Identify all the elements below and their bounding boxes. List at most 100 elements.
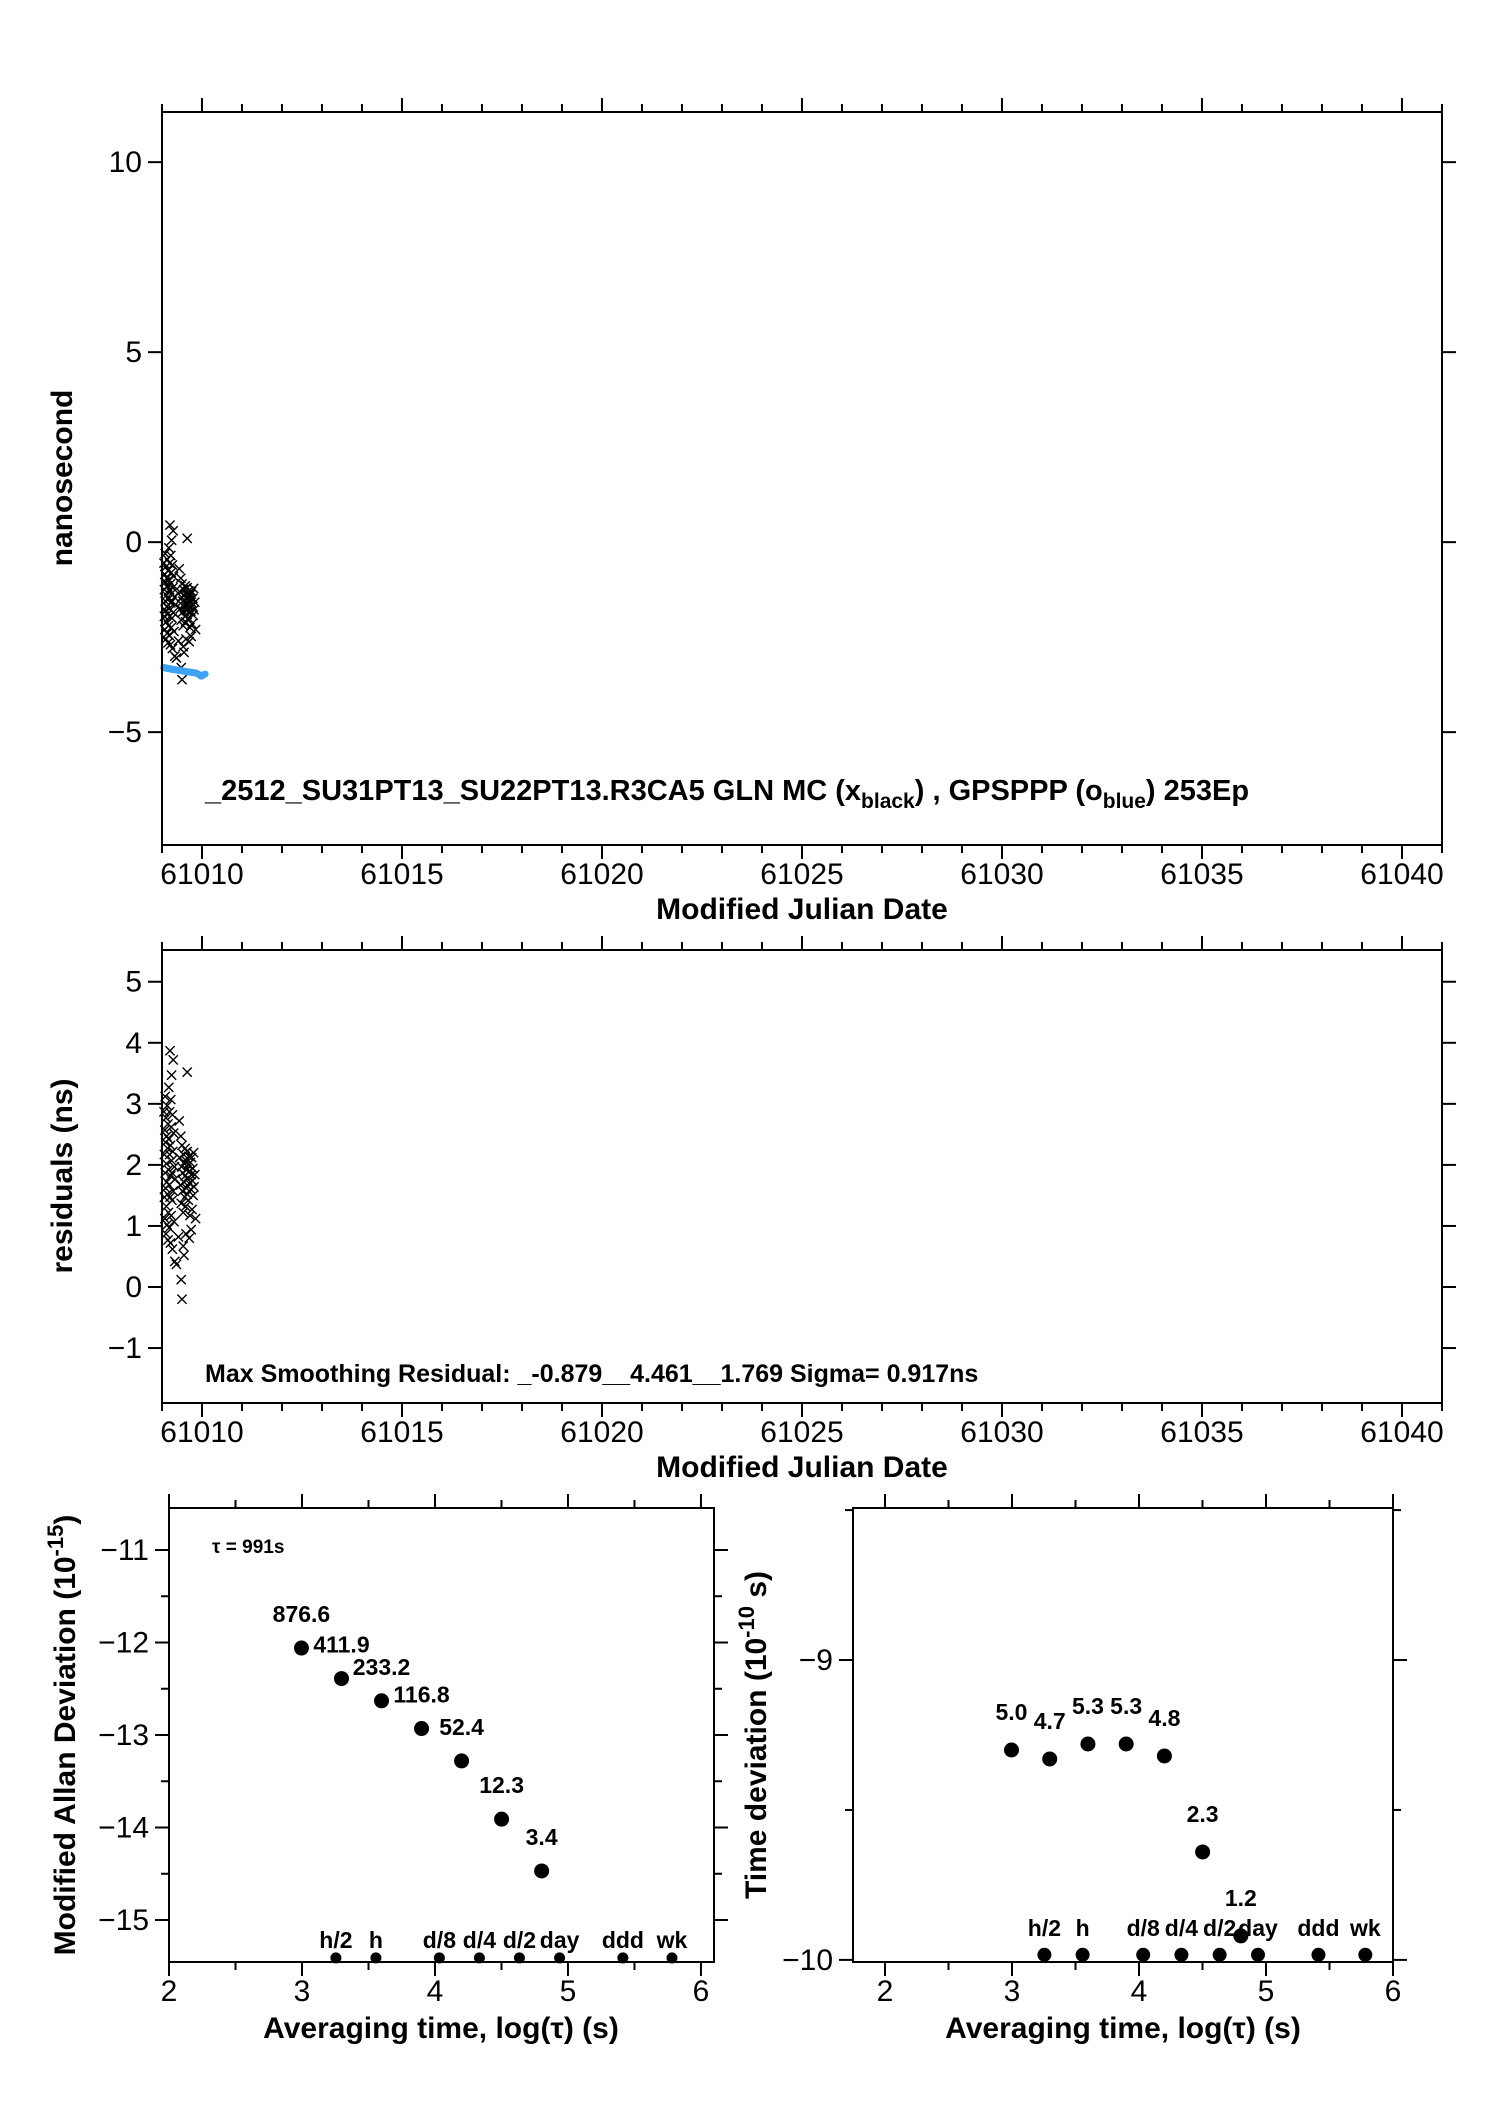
y-tick-label: −13: [98, 1719, 149, 1752]
y-tick-label: −1: [108, 1332, 142, 1365]
y-tick-label: −12: [98, 1626, 149, 1659]
residuals-plot-area: 61010 61015 61020 61025 61030 61035 61040 5 4 3 2 1…: [108, 936, 1456, 1449]
x-marker: [166, 1167, 178, 1178]
point-value-label: 116.8: [393, 1682, 449, 1708]
x-marker: [188, 583, 199, 594]
x-marker: [184, 1233, 195, 1244]
x-marker: [186, 618, 198, 629]
x-marker: [178, 647, 190, 658]
panel-residuals: 61010 61015 61020 61025 61030 61035 61040 5 4 3 2 1…: [46, 936, 1456, 1484]
tau-marker-label: ddd: [602, 1927, 644, 1953]
mdev-tau-annotation: τ = 991s: [212, 1537, 284, 1558]
plot-box: [852, 1507, 1394, 1963]
x-marker: [178, 1250, 190, 1261]
x-marker: [171, 652, 182, 664]
y-tick-label: 0: [125, 526, 142, 559]
tau-marker: [433, 1952, 445, 1964]
tau-marker: [617, 1952, 629, 1964]
x-marker: [169, 1161, 180, 1172]
y-tick-label: −10: [782, 1944, 833, 1977]
x-marker: [189, 1169, 200, 1180]
x-marker: [166, 1210, 177, 1221]
x-tick-label: 2: [877, 1975, 894, 2008]
x-tick-label: 5: [1258, 1975, 1275, 2008]
mdev-y-axis-label: Modified Allan Deviation (10-15): [43, 1515, 82, 1956]
x-tick-label: 61030: [960, 858, 1043, 891]
tau-marker: [1311, 1947, 1326, 1962]
tau-marker-label: h: [1076, 1915, 1090, 1941]
tau-marker-label: d/8: [1127, 1915, 1160, 1941]
x-tick-label: 61040: [1360, 1416, 1443, 1449]
point-value-label: 876.6: [273, 1601, 331, 1627]
tau-marker: [1136, 1947, 1151, 1962]
comparison-x-axis-label: Modified Julian Date: [656, 893, 948, 926]
tau-marker: [370, 1952, 382, 1964]
y-tick-label: 2: [125, 1149, 142, 1182]
tdev-x-axis-label: Averaging time, log(τ) (s): [945, 2012, 1301, 2045]
x-marker: [164, 1222, 175, 1233]
tau-marker-label: wk: [656, 1927, 688, 1953]
plot-box: [161, 949, 1443, 1404]
tau-marker: [1212, 1947, 1227, 1962]
data-point: [374, 1693, 390, 1709]
data-point: [1156, 1748, 1172, 1764]
x-tick-label: 61015: [360, 858, 443, 891]
point-value-label: 2.3: [1187, 1801, 1219, 1827]
x-marker: [166, 535, 177, 546]
tau-marker-label: d/8: [423, 1927, 456, 1953]
x-marker: [167, 643, 178, 654]
y-tick-label: −5: [108, 716, 142, 749]
x-marker: [176, 674, 188, 685]
y-tick-label: 5: [125, 336, 142, 369]
x-marker: [187, 1175, 198, 1186]
x-marker: [179, 1158, 190, 1169]
x-marker: [165, 1237, 176, 1249]
x-marker: [173, 1231, 184, 1243]
x-tick-label: 61010: [160, 1416, 243, 1449]
x-marker: [169, 1256, 180, 1267]
x-marker: [168, 1054, 179, 1065]
y-tick-label: −15: [98, 1904, 149, 1937]
tau-marker: [554, 1952, 566, 1964]
point-value-label: 233.2: [353, 1654, 411, 1680]
data-point: [1080, 1736, 1096, 1752]
tau-marker: [1037, 1947, 1052, 1962]
x-marker: [166, 1070, 177, 1081]
x-marker: [188, 1147, 199, 1158]
x-marker: [168, 607, 179, 618]
x-marker: [186, 1224, 197, 1235]
y-tick-label: 0: [125, 1271, 142, 1304]
x-tick-label: 61035: [1160, 858, 1243, 891]
panel-mdev: 2 3 4 5 6 −11 −12 −13 −14 −15 h/2 h d/8 d/4 d/2 day ddd w…: [43, 1494, 728, 2045]
x-marker: [164, 519, 176, 531]
x-marker: [168, 1216, 180, 1227]
x-marker: [190, 1213, 201, 1224]
x-marker: [161, 1131, 172, 1142]
tau-marker: [1358, 1947, 1373, 1962]
x-marker: [176, 1198, 187, 1209]
x-marker: [167, 582, 178, 593]
y-tick-label: 4: [125, 1027, 142, 1060]
tau-marker-label: d/2: [1203, 1915, 1236, 1941]
x-tick-label: 61035: [1160, 1416, 1243, 1449]
y-tick-label: 10: [109, 146, 142, 179]
data-point: [454, 1753, 470, 1769]
point-value-label: 4.7: [1034, 1708, 1066, 1734]
o-marker: [201, 670, 209, 678]
x-tick-label: 61020: [560, 1416, 643, 1449]
tau-marker-label: d/2: [503, 1927, 536, 1953]
data-point: [494, 1811, 510, 1827]
x-marker: [176, 1274, 187, 1285]
point-value-label: 5.0: [996, 1699, 1028, 1725]
x-tick-label: 61020: [560, 858, 643, 891]
residuals-x-axis-label: Modified Julian Date: [656, 1451, 948, 1484]
tau-marker: [666, 1952, 678, 1964]
x-tick-label: 6: [1385, 1975, 1402, 2008]
data-point: [293, 1640, 309, 1656]
x-marker: [171, 1259, 182, 1270]
x-tick-label: 4: [1131, 1975, 1148, 2008]
residuals-y-axis-label: residuals (ns): [46, 1078, 79, 1273]
x-tick-label: 4: [427, 1975, 444, 2008]
tdev-plot-area: 2 3 4 5 6−9−10h/2 h d/8 d/4 d/2 day ddd wk5.0 4.75.3…: [782, 1494, 1407, 2008]
x-tick-label: 2: [161, 1975, 178, 2008]
